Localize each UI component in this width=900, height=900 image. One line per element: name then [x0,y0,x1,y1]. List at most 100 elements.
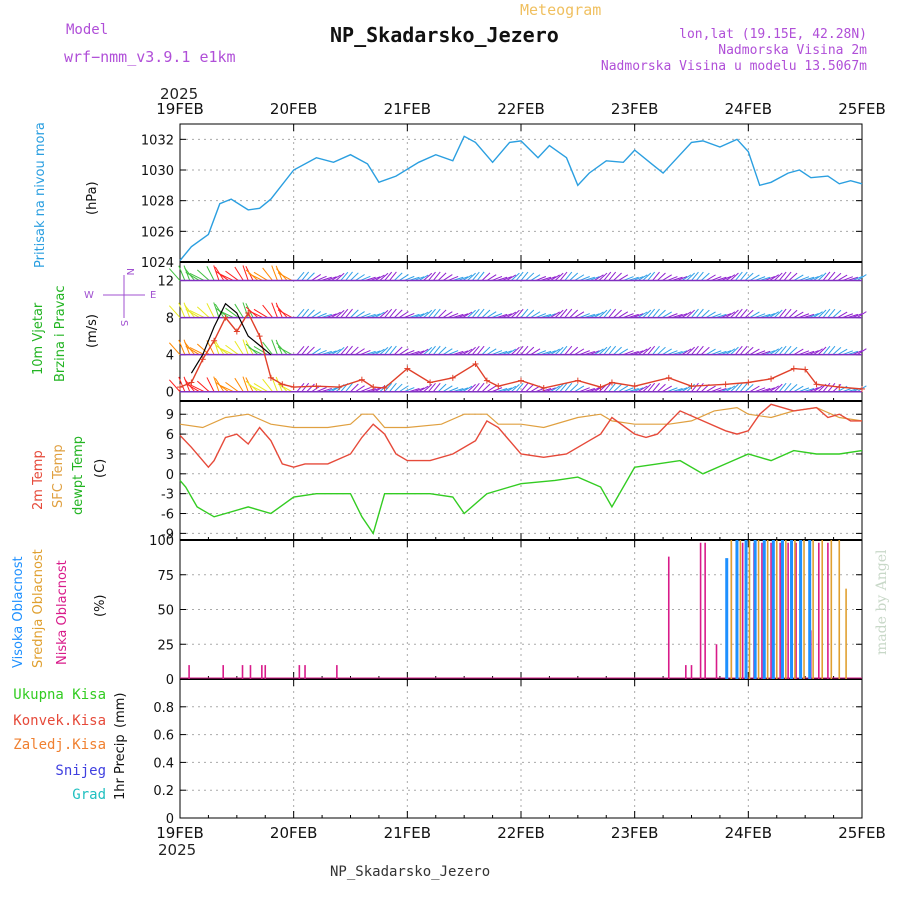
wind-barb [262,304,273,318]
cloud-ylabel-3: Niska Oblacnost [55,560,70,665]
wind-barb [574,274,585,281]
wind-barb [178,265,186,281]
wind-barb [206,266,215,281]
wind-barb [642,383,652,393]
legend-snijeg: Snijeg [55,763,106,779]
wind-barb [549,311,560,319]
x-tick-label-top: 21FEB [384,100,431,118]
footer-station: NP_Skadarsko_Jezero [330,864,490,880]
wind-barb [215,344,230,356]
wind-barb [618,348,629,356]
wind-barb [510,309,520,318]
y-tick-label: -3 [161,488,174,503]
wind-barb [652,308,660,318]
wind-barb [652,382,660,393]
wind-barb [569,346,579,356]
y-tick-label: 1026 [141,225,174,240]
wind-barb [554,309,564,318]
wind-barb [647,271,656,281]
wind-barb [185,271,200,281]
precip-legend: Ukupna Kisa Konvek.Kisa Zaledj.Kisa Snij… [13,687,106,803]
cloud-ylabel-1: Visoka Oblacnost [11,556,26,668]
wind-barb [515,345,524,355]
wind-barb [691,382,699,393]
wind-barb [277,272,293,281]
wind-barb [234,340,244,355]
wind-barb [393,309,403,318]
wind-barb [355,274,365,281]
wind-barb [384,345,393,355]
wind-barb [506,311,517,319]
y-tick-label: 0 [166,468,174,483]
wind-barb [418,274,429,281]
wind-barb [168,305,181,318]
wind-barb [832,272,842,281]
wind-speed-line [179,311,863,390]
wind-barb [206,303,215,318]
y-tick-label: 6 [166,428,174,443]
wind-barb [423,309,433,318]
y-tick-label: 1024 [141,256,174,271]
wind-barb [189,310,205,319]
wind-barb [813,385,823,393]
wind-barb [647,382,656,393]
wind-barb [822,345,831,355]
wind-barb [642,309,652,318]
wind-barb [486,311,497,319]
wind-barb [423,346,433,356]
wind-barb [725,348,736,356]
wind-barb [642,346,652,356]
y-tick-label: 3 [166,448,174,463]
wind-barb [618,385,629,393]
wind-barb [525,272,535,281]
wind-barb [432,271,441,281]
wind-barb [793,385,804,393]
wind-barb [506,385,517,393]
wind-barb [277,346,293,356]
wind-barb [725,385,736,393]
wind-barb [559,271,568,281]
temp-ylabel-2: SFC Temp [51,444,66,508]
wind-barb [530,274,541,281]
wind-barb [657,346,666,356]
wind-barb [574,348,585,356]
pressure-ylabel: Pritisak na nivou mora [33,122,48,268]
wind-barb [769,311,780,319]
x-tick-label-top: 20FEB [270,100,317,118]
wind-barb [613,383,622,393]
cloud-unit: (%) [93,595,108,618]
wind-barb [603,308,612,318]
y-tick-label: -9 [161,527,174,542]
wind-barb [248,384,264,393]
wind-barb [773,309,783,318]
wind-barb [379,347,389,356]
wind-barb [185,346,200,356]
wind-barb [330,311,341,319]
wind-barb [185,308,200,319]
wind-barb [306,383,315,393]
wind-barb [262,341,273,355]
wind-barb [827,308,836,318]
wind-barb [213,302,220,318]
wind-barb [788,272,798,281]
wind-barb [822,308,831,318]
wind-barb [662,311,672,319]
wind-barb [189,384,205,393]
wind-barb [783,308,792,318]
wind-barb [234,377,244,392]
wind-barb [827,271,836,281]
wind-barb [432,308,441,318]
wind-barb [355,348,365,356]
wind-barb [593,274,604,281]
wind-barb [218,273,234,281]
wind-barb [637,274,648,281]
wind-barb [613,309,622,318]
wind-barb [345,308,353,318]
y-tick-label: 0 [166,673,174,688]
wind-barb [520,271,529,281]
wind-barb [311,348,321,356]
compass-n: N [124,268,135,275]
wind-barb [437,383,447,393]
wind-barb [398,274,409,281]
wind-barb [813,348,823,356]
